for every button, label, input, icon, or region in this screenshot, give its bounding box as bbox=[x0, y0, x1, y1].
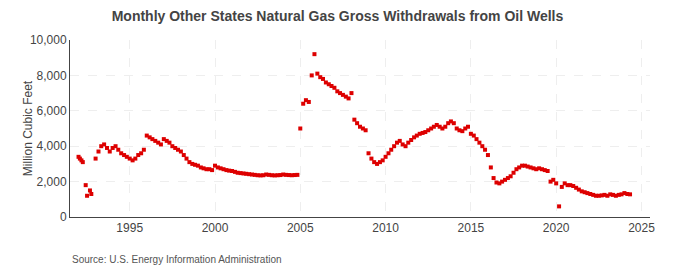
svg-text:Million Cubic Feet: Million Cubic Feet bbox=[21, 80, 35, 176]
svg-text:6,000: 6,000 bbox=[37, 104, 67, 118]
svg-text:2025: 2025 bbox=[628, 221, 655, 235]
svg-text:2005: 2005 bbox=[287, 221, 314, 235]
svg-text:0: 0 bbox=[60, 210, 67, 224]
svg-text:2000: 2000 bbox=[202, 221, 229, 235]
svg-text:2010: 2010 bbox=[372, 221, 399, 235]
svg-text:2,000: 2,000 bbox=[37, 175, 67, 189]
svg-text:Monthly Other States Natural G: Monthly Other States Natural Gas Gross W… bbox=[112, 8, 564, 24]
svg-text:10,000: 10,000 bbox=[30, 33, 67, 47]
svg-text:Source: U.S. Energy Informatio: Source: U.S. Energy Information Administ… bbox=[72, 254, 282, 265]
svg-text:2015: 2015 bbox=[458, 221, 485, 235]
svg-text:1995: 1995 bbox=[116, 221, 143, 235]
svg-text:2020: 2020 bbox=[543, 221, 570, 235]
svg-text:4,000: 4,000 bbox=[37, 139, 67, 153]
svg-text:8,000: 8,000 bbox=[37, 69, 67, 83]
